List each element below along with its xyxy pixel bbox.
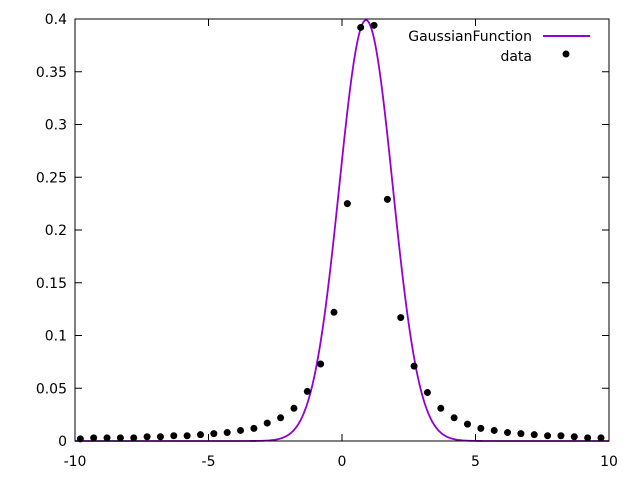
points-layer xyxy=(76,21,605,443)
data-point xyxy=(544,432,552,440)
y-tick-label: 0.4 xyxy=(45,12,67,28)
data-point xyxy=(263,419,271,427)
data-point xyxy=(357,23,365,31)
data-point xyxy=(90,434,98,442)
data-point xyxy=(584,434,592,442)
data-point xyxy=(170,432,178,440)
data-point xyxy=(303,387,311,395)
y-tick-label: 0 xyxy=(58,434,67,450)
data-point xyxy=(570,433,578,441)
y-tick-label: 0.35 xyxy=(36,65,67,81)
y-tick-label: 0.3 xyxy=(45,118,67,134)
data-point xyxy=(277,414,285,422)
data-point xyxy=(317,360,325,368)
data-point xyxy=(250,424,258,432)
data-point xyxy=(156,433,164,441)
data-point xyxy=(343,200,351,208)
data-point xyxy=(397,314,405,322)
y-tick-label: 0.15 xyxy=(36,276,67,292)
data-point xyxy=(290,404,298,412)
data-point xyxy=(450,414,458,422)
data-point xyxy=(196,431,204,439)
y-tick-label: 0.25 xyxy=(36,170,67,186)
x-tick-label: 0 xyxy=(338,454,347,470)
data-point xyxy=(557,432,565,440)
y-tick-label: 0.1 xyxy=(45,329,67,345)
data-point xyxy=(103,434,111,442)
data-point xyxy=(130,434,138,442)
data-point xyxy=(504,429,512,437)
data-point xyxy=(517,430,525,438)
data-point xyxy=(330,308,338,316)
y-tick-label: 0.2 xyxy=(45,223,67,239)
data-point xyxy=(463,420,471,428)
data-point xyxy=(477,424,485,432)
data-point xyxy=(370,21,378,29)
data-point xyxy=(143,433,151,441)
data-point xyxy=(223,429,231,437)
x-tick-label: 10 xyxy=(600,454,618,470)
data-point xyxy=(597,434,605,442)
legend-label-data: data xyxy=(500,49,532,65)
y-tick-label: 0.05 xyxy=(36,381,67,397)
legend-swatch-data xyxy=(562,50,570,58)
data-point xyxy=(423,388,431,396)
x-tick-label: 5 xyxy=(471,454,480,470)
data-point xyxy=(210,430,218,438)
legend-label-gaussian: GaussianFunction xyxy=(408,29,532,45)
x-tick-label: -10 xyxy=(64,454,87,470)
data-point xyxy=(116,434,124,442)
data-point xyxy=(437,404,445,412)
legend: GaussianFunction data xyxy=(408,29,590,65)
data-point xyxy=(410,362,418,370)
data-point xyxy=(530,431,538,439)
data-point xyxy=(183,432,191,440)
plot-frame xyxy=(74,18,610,442)
x-tick-label: -5 xyxy=(202,454,216,470)
data-point xyxy=(383,195,391,203)
data-point xyxy=(237,426,245,434)
data-point xyxy=(490,426,498,434)
